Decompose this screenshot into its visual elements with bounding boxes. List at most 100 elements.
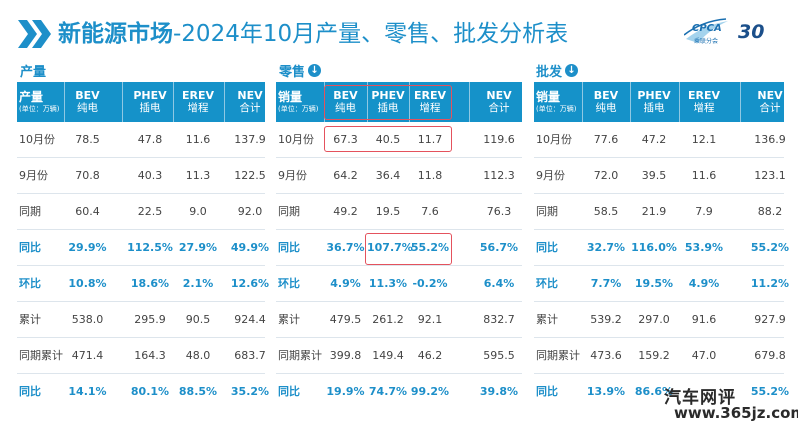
column-header-cn: 增程 <box>419 102 441 114</box>
table-cell: 112.5% <box>127 241 173 254</box>
table-cell: 297.0 <box>638 313 670 326</box>
table-cell: 46.2 <box>417 349 443 362</box>
column-header-cn: 插电 <box>643 102 665 114</box>
table-cell: 538.0 <box>71 313 104 326</box>
column-header-nev: NEV 合计 <box>469 82 529 122</box>
table-cell: 4.9% <box>688 277 720 290</box>
row-label: 同比 <box>278 385 300 398</box>
row-label: 同期累计 <box>19 349 63 362</box>
row-label: 9月份 <box>278 169 307 182</box>
table-cell: 92.0 <box>237 205 263 218</box>
column-header-en: NEV <box>237 89 263 102</box>
column-header-cn: 增程 <box>693 102 715 114</box>
table-row: 9月份 70.8 40.3 11.3 122.5 <box>17 158 266 194</box>
table-cell: 11.3% <box>368 277 408 290</box>
column-header-cn: 合计 <box>239 102 261 114</box>
table-row: 累计 539.2 297.0 91.6 927.9 <box>534 302 786 338</box>
table-cell: 295.9 <box>134 313 166 326</box>
row-label: 同期 <box>19 205 41 218</box>
header-divider <box>582 82 583 122</box>
table-cell: 107.7% <box>367 241 413 254</box>
table-cell: 36.4 <box>375 169 401 182</box>
table-cell: 78.5 <box>75 133 100 146</box>
watermark-text: 汽车网评 <box>664 388 736 408</box>
row-label: 同比 <box>536 385 558 398</box>
table-cell: 36.7% <box>326 241 365 254</box>
table-row: 同期 60.4 22.5 9.0 92.0 <box>17 194 265 230</box>
table-cell: 116.0% <box>631 241 677 254</box>
table-cell: -0.2% <box>412 277 448 290</box>
table-row: 10月份 67.3 40.5 11.7 119.6 <box>276 122 522 158</box>
table-cell: 55.2% <box>410 241 450 254</box>
table-cell: 6.4% <box>483 277 515 290</box>
table-cell: 595.5 <box>483 349 515 362</box>
table-cell: 56.7% <box>479 241 519 254</box>
header-divider <box>224 82 225 122</box>
table-cell: 19.9% <box>326 385 365 398</box>
column-header-en: BEV <box>75 89 100 102</box>
table-cell: 40.5 <box>375 133 401 146</box>
table-row: 环比 7.7% 19.5% 4.9% 11.2% <box>534 266 789 302</box>
table-cell: 99.2% <box>410 385 450 398</box>
table-cell: 123.1 <box>754 169 786 182</box>
table-cell: 112.3 <box>483 169 515 182</box>
row-label: 同期 <box>278 205 300 218</box>
row-label: 累计 <box>278 313 300 326</box>
down-arrow-icon: ↓ <box>565 64 579 77</box>
table-cell: 164.3 <box>134 349 166 362</box>
table-cell: 11.2% <box>750 277 790 290</box>
table-cell: 49.2 <box>333 205 358 218</box>
table-cell: 122.5 <box>234 169 266 182</box>
header-unit-label: (单位：万辆) <box>536 105 577 113</box>
row-label: 10月份 <box>278 133 314 146</box>
column-header-en: NEV <box>486 89 512 102</box>
watermark-url: www.365jz.com <box>674 404 798 422</box>
row-label: 10月份 <box>19 133 55 146</box>
table-cell: 9.0 <box>189 205 207 218</box>
row-label: 同期累计 <box>536 349 580 362</box>
row-label: 累计 <box>19 313 41 326</box>
table-cell: 92.1 <box>417 313 443 326</box>
row-label: 环比 <box>278 277 300 290</box>
table-cell: 7.6 <box>421 205 439 218</box>
row-label: 累计 <box>536 313 558 326</box>
table-cell: 473.6 <box>590 349 622 362</box>
table-row: 同比 36.7% 107.7% 55.2% 56.7% <box>276 230 522 266</box>
table-header: 产量 (单位：万辆) BEV 纯电 PHEV 插电 EREV 增程 NEV 合计 <box>17 82 265 122</box>
table-cell: 72.0 <box>593 169 619 182</box>
table-cell: 91.6 <box>691 313 717 326</box>
table-cell: 40.3 <box>137 169 163 182</box>
table-cell: 149.4 <box>372 349 404 362</box>
table-cell: 4.9% <box>330 277 361 290</box>
column-header-cn: 纯电 <box>77 102 98 114</box>
table-cell: 12.1 <box>691 133 717 146</box>
header-divider <box>679 82 680 122</box>
column-header-en: NEV <box>757 89 783 102</box>
header-first-cell: 销量 (单位：万辆) <box>536 82 576 122</box>
table-cell: 11.6 <box>185 133 211 146</box>
table-row: 9月份 72.0 39.5 11.6 123.1 <box>534 158 786 194</box>
table-cell: 19.5 <box>375 205 401 218</box>
column-header-en: PHEV <box>637 89 671 102</box>
column-header-en: EREV <box>413 89 446 102</box>
row-label: 同比 <box>536 241 558 254</box>
section-label-production: 产量 <box>20 65 47 80</box>
table-cell: 49.9% <box>230 241 270 254</box>
table-cell: 471.4 <box>71 349 104 362</box>
column-header-erev: EREV 增程 <box>409 82 451 122</box>
column-header-en: BEV <box>593 89 619 102</box>
table-cell: 119.6 <box>483 133 515 146</box>
column-header-cn: 纯电 <box>335 102 356 114</box>
header-first-cell: 销量 (单位：万辆) <box>278 82 318 122</box>
title-bold: 新能源市场 <box>58 21 173 47</box>
wholesale-table: 销量 (单位：万辆) BEV 纯电 PHEV 插电 EREV 增程 NEV 合计 10月份 77.6 4… <box>534 82 789 410</box>
down-arrow-icon: ↓ <box>308 64 322 77</box>
table-cell: 39.5 <box>641 169 667 182</box>
row-label: 同比 <box>278 241 300 254</box>
column-header-cn: 增程 <box>187 102 209 114</box>
table-cell: 55.2% <box>750 385 790 398</box>
table-cell: 80.1% <box>130 385 170 398</box>
table-cell: 67.3 <box>333 133 358 146</box>
header-unit-label: (单位：万辆) <box>278 105 319 113</box>
